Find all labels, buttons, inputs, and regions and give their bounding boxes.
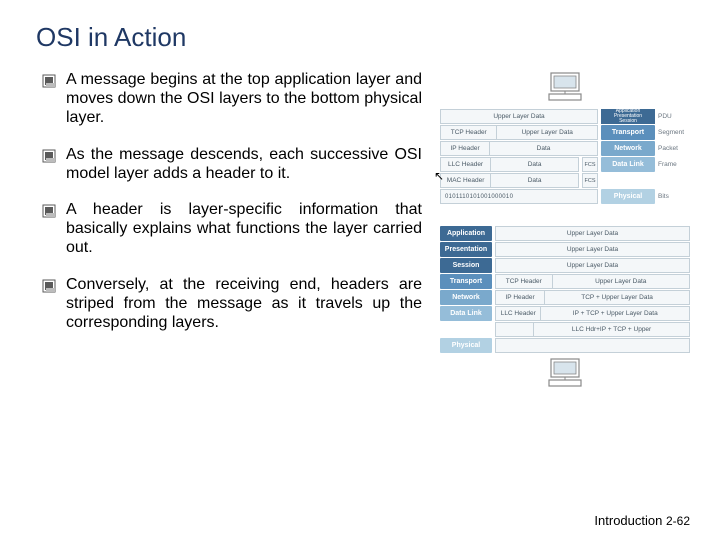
packet-segment: IP Header: [496, 291, 545, 304]
bullet-item: A header is layer-specific information t…: [42, 201, 422, 258]
bullet-icon: [42, 279, 56, 293]
diagram-row: Physical: [440, 338, 690, 353]
content-area: A message begins at the top application …: [42, 71, 690, 413]
layer-stack: ApplicationPresentationSession: [601, 109, 655, 124]
bullet-list: A message begins at the top application …: [42, 71, 422, 413]
packet-segment: TCP Header: [441, 126, 497, 139]
layer-label: Application: [440, 226, 492, 241]
bullet-text: A message begins at the top application …: [66, 71, 422, 128]
diagram-area: ↖ Upper Layer DataApplicationPresentatio…: [440, 71, 690, 413]
packet: TCP HeaderUpper Layer Data: [495, 274, 690, 289]
packet-segment: Upper Layer Data: [553, 275, 689, 288]
packet-segment: Upper Layer Data: [497, 126, 597, 139]
packet: LLC HeaderData: [440, 157, 579, 172]
cursor-icon: ↖: [434, 169, 444, 183]
layer-label: Transport: [601, 125, 655, 140]
packet: MAC HeaderData: [440, 173, 579, 188]
packet-segment: Upper Layer Data: [496, 227, 689, 240]
layer-label: Physical: [440, 338, 492, 353]
packet: LLC HeaderIP + TCP + Upper Layer Data: [495, 306, 690, 321]
bottom-diagram: Application Upper Layer Data Presentation U…: [440, 226, 690, 391]
fcs-label: FCS: [582, 173, 598, 188]
packet-segment: Upper Layer Data: [496, 243, 689, 256]
footer: Introduction 2-62: [594, 513, 690, 528]
binary-data: 0101110101001000010: [440, 189, 598, 204]
bullet-text: As the message descends, each successive…: [66, 146, 422, 184]
bullet-text: A header is layer-specific information t…: [66, 201, 422, 258]
diagram-row: Upper Layer Data ApplicationPresentationS…: [440, 109, 690, 124]
packet: IP HeaderTCP + Upper Layer Data: [495, 290, 690, 305]
diagram-row: Application Upper Layer Data: [440, 226, 690, 241]
packet-segment: IP + TCP + Upper Layer Data: [541, 307, 689, 320]
unit-label: Packet: [658, 141, 690, 156]
layer-label: Network: [601, 141, 655, 156]
bullet-item: As the message descends, each successive…: [42, 146, 422, 184]
packet-segment: [496, 339, 689, 352]
packet-segment: Data: [491, 174, 578, 187]
slide-title: OSI in Action: [36, 22, 690, 53]
layer-label: Presentation: [440, 242, 492, 257]
packet-segment: [496, 323, 534, 336]
packet-segment: Data: [491, 158, 578, 171]
page-number: 2-62: [666, 514, 690, 528]
bullet-icon: [42, 149, 56, 163]
unit-label: [658, 173, 690, 188]
diagram-row: NetworkIP HeaderTCP + Upper Layer Data: [440, 290, 690, 305]
packet: Upper Layer Data: [440, 109, 598, 124]
unit-label: PDU: [658, 109, 690, 124]
packet-segment: MAC Header: [441, 174, 491, 187]
packet-segment: Upper Layer Data: [496, 259, 689, 272]
packet: Upper Layer Data: [495, 258, 690, 273]
diagram-row: LLC HeaderDataFCSData LinkFrame: [440, 157, 690, 172]
layer-label: Transport: [440, 274, 492, 289]
diagram-row: TCP HeaderUpper Layer DataTransportSegme…: [440, 125, 690, 140]
bullet-item: A message begins at the top application …: [42, 71, 422, 128]
top-diagram: Upper Layer Data ApplicationPresentationS…: [440, 71, 690, 204]
layer-label: Session: [601, 119, 655, 124]
unit-label: Segment: [658, 125, 690, 140]
diagram-row: IP HeaderDataNetworkPacket: [440, 141, 690, 156]
computer-icon: [545, 71, 585, 105]
packet: LLC Hdr+IP + TCP + Upper: [495, 322, 690, 337]
computer-icon: [545, 357, 585, 391]
packet: Upper Layer Data: [495, 242, 690, 257]
packet-segment: LLC Hdr+IP + TCP + Upper: [534, 323, 689, 336]
layer-label: Data Link: [601, 157, 655, 172]
packet-segment: IP Header: [441, 142, 490, 155]
diagram-row: Data LinkLLC HeaderIP + TCP + Upper Laye…: [440, 306, 690, 321]
layer-label: Network: [440, 290, 492, 305]
packet: IP HeaderData: [440, 141, 598, 156]
bullet-icon: [42, 204, 56, 218]
unit-label: Bits: [658, 189, 690, 204]
bullet-text: Conversely, at the receiving end, header…: [66, 276, 422, 333]
packet: [495, 338, 690, 353]
diagram-row: LLC Hdr+IP + TCP + Upper: [440, 322, 690, 337]
layer-label: Data Link: [440, 306, 492, 321]
layer-label: Session: [440, 258, 492, 273]
packet: Upper Layer Data: [495, 226, 690, 241]
packet-segment: TCP Header: [496, 275, 553, 288]
diagram-row: 0101110101001000010PhysicalBits: [440, 189, 690, 204]
bullet-icon: [42, 74, 56, 88]
packet-segment: Upper Layer Data: [441, 110, 597, 123]
layer-label: Physical: [601, 189, 655, 204]
packet: TCP HeaderUpper Layer Data: [440, 125, 598, 140]
diagram-row: Presentation Upper Layer Data: [440, 242, 690, 257]
diagram-row: MAC HeaderDataFCS: [440, 173, 690, 188]
packet-segment: LLC Header: [496, 307, 541, 320]
fcs-label: FCS: [582, 157, 598, 172]
bullet-item: Conversely, at the receiving end, header…: [42, 276, 422, 333]
diagram-row: TransportTCP HeaderUpper Layer Data: [440, 274, 690, 289]
diagram-row: Session Upper Layer Data: [440, 258, 690, 273]
footer-label: Introduction: [594, 513, 662, 528]
packet-segment: TCP + Upper Layer Data: [545, 291, 689, 304]
packet-segment: Data: [490, 142, 597, 155]
packet-segment: LLC Header: [441, 158, 491, 171]
unit-label: Frame: [658, 157, 690, 172]
